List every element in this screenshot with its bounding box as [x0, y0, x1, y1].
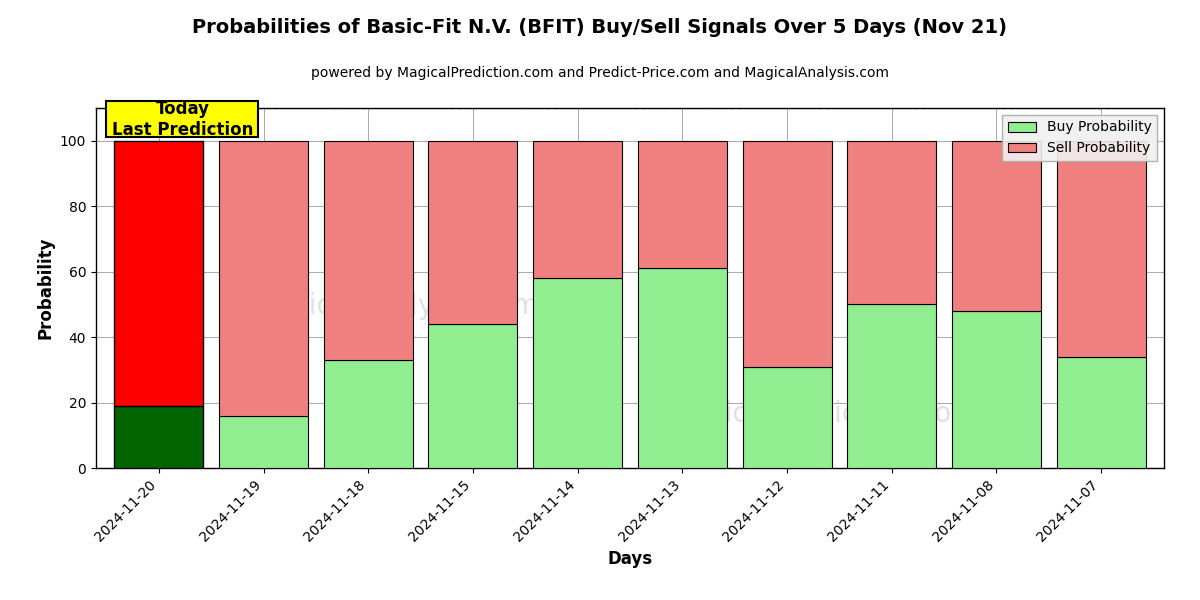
Bar: [952, 311, 1040, 468]
Bar: [847, 304, 936, 468]
Bar: [324, 141, 413, 360]
X-axis label: Days: Days: [607, 550, 653, 568]
Text: Probabilities of Basic-Fit N.V. (BFIT) Buy/Sell Signals Over 5 Days (Nov 21): Probabilities of Basic-Fit N.V. (BFIT) B…: [192, 18, 1008, 37]
Text: MagicalPrediction.com: MagicalPrediction.com: [666, 400, 978, 428]
Bar: [743, 367, 832, 468]
Legend: Buy Probability, Sell Probability: Buy Probability, Sell Probability: [1002, 115, 1157, 161]
Bar: [533, 278, 622, 468]
Bar: [220, 141, 308, 416]
Text: powered by MagicalPrediction.com and Predict-Price.com and MagicalAnalysis.com: powered by MagicalPrediction.com and Pre…: [311, 66, 889, 80]
Bar: [952, 141, 1040, 311]
Bar: [1057, 141, 1146, 357]
Bar: [324, 360, 413, 468]
Bar: [114, 141, 203, 406]
Bar: [638, 141, 727, 268]
FancyBboxPatch shape: [107, 101, 258, 137]
Text: Today
Last Prediction: Today Last Prediction: [112, 100, 253, 139]
Bar: [743, 141, 832, 367]
Bar: [220, 416, 308, 468]
Text: MagicalAnalysis.com: MagicalAnalysis.com: [251, 292, 540, 320]
Bar: [114, 406, 203, 468]
Bar: [428, 324, 517, 468]
Bar: [847, 141, 936, 304]
Y-axis label: Probability: Probability: [36, 237, 54, 339]
Bar: [1057, 357, 1146, 468]
Bar: [428, 141, 517, 324]
Bar: [533, 141, 622, 278]
Bar: [638, 268, 727, 468]
